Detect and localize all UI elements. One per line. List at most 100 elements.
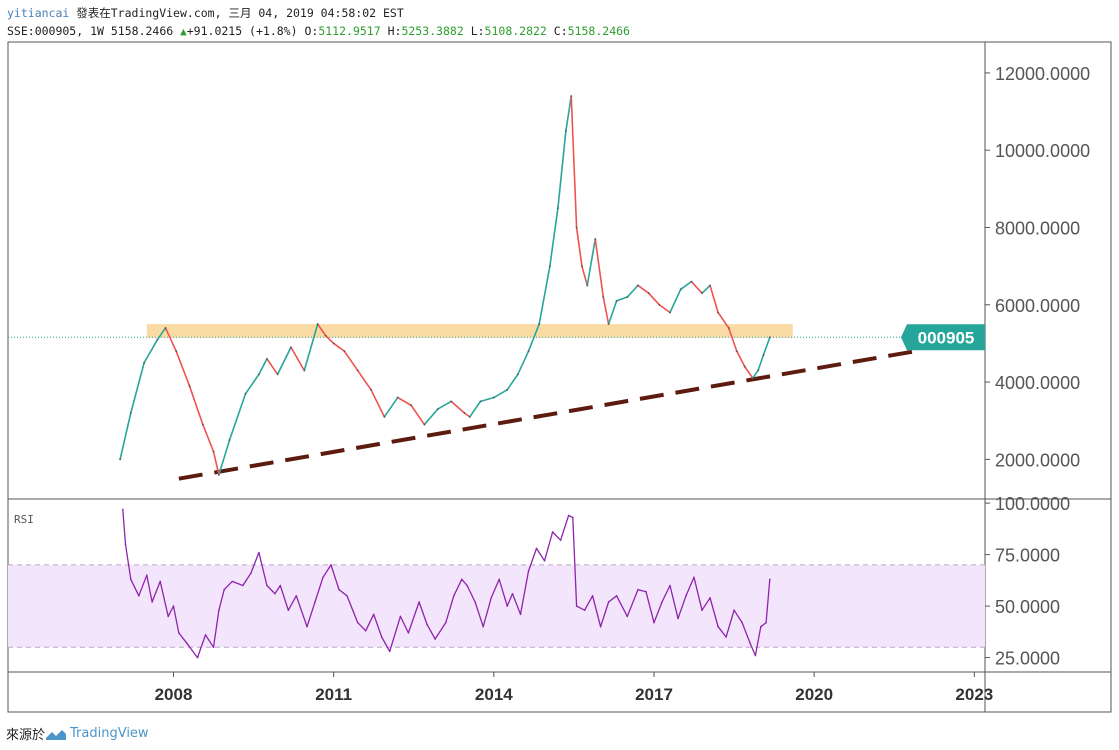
symbol-label: SSE:000905, 1W [7, 24, 104, 38]
price-segment [188, 385, 204, 426]
ohlc-legend: SSE:000905, 1W 5158.2466 ▲+91.0215 (+1.8… [7, 24, 630, 38]
symbol-badge: 000905 [901, 324, 985, 351]
price-point [637, 284, 639, 287]
price-point [516, 373, 519, 376]
price-tick-label: 8000.0000 [995, 218, 1080, 238]
price-segment [436, 400, 452, 410]
price-segment [626, 284, 639, 298]
rsi-point [482, 625, 484, 628]
rsi-point [124, 543, 127, 546]
price-segment [527, 323, 541, 352]
price-pane[interactable]: 000905 [8, 95, 985, 481]
rsi-point [295, 594, 298, 597]
rsi-point [506, 605, 508, 607]
rsi-band [8, 564, 985, 648]
price-point [119, 458, 122, 461]
price-segment [581, 265, 589, 287]
price-point [669, 311, 671, 314]
price-segment [493, 388, 508, 399]
price-point [164, 327, 167, 329]
price-segment [517, 350, 530, 376]
rsi-point [426, 623, 428, 626]
price-point [201, 423, 204, 426]
price-point [727, 327, 730, 329]
rsi-title: RSI [14, 513, 34, 526]
price-point [768, 336, 771, 339]
rsi-point [231, 580, 234, 583]
rsi-point [717, 625, 719, 628]
price-tick-label: 10000.0000 [995, 141, 1090, 161]
rsi-pane[interactable]: RSI [8, 508, 985, 659]
rsi-point [250, 572, 252, 574]
rsi-point [322, 576, 324, 579]
rsi-point [725, 636, 727, 638]
rsi-point [511, 592, 514, 595]
price-segment [658, 303, 671, 314]
rsi-point [146, 574, 148, 577]
price-point [492, 396, 495, 399]
price-segment [735, 350, 746, 368]
rsi-point [599, 625, 602, 628]
price-point [175, 350, 178, 353]
rsi-point [204, 634, 207, 636]
rsi-point [769, 578, 771, 581]
rsi-point [274, 592, 276, 595]
rsi-point [759, 625, 762, 628]
rsi-point [490, 597, 492, 599]
price-segment [175, 350, 191, 387]
rsi-point [669, 584, 671, 587]
price-tick-label: 2000.0000 [995, 450, 1080, 470]
rsi-point [356, 621, 359, 624]
price-point [258, 373, 260, 376]
price-segment [356, 369, 372, 391]
price-segment [469, 400, 482, 418]
price-segment [303, 323, 319, 372]
price-segment [218, 439, 231, 476]
rsi-point [399, 615, 402, 618]
rsi-point [178, 632, 180, 634]
price-point [212, 450, 215, 453]
price-segment [717, 311, 730, 329]
price-point [570, 95, 573, 98]
price-point [717, 311, 719, 314]
resistance-zone [146, 324, 793, 338]
price-segment [757, 354, 765, 372]
open-value: 5112.9517 [318, 24, 381, 38]
price-point [565, 129, 567, 132]
price-segment [129, 361, 145, 414]
price-point [303, 369, 306, 372]
price-segment [410, 404, 426, 426]
rsi-point [741, 621, 743, 624]
price-point [690, 280, 693, 283]
price-segment [602, 296, 610, 325]
price-point [244, 392, 247, 395]
brand-name[interactable]: TradingView [70, 726, 149, 741]
rsi-point [460, 578, 463, 581]
close-value: 5158.2466 [567, 24, 630, 38]
open-label: O: [304, 24, 319, 38]
rsi-point [242, 584, 244, 587]
rsi-point [543, 559, 546, 562]
rsi-point [754, 654, 757, 657]
author-name[interactable]: yitiancai [7, 6, 70, 20]
rsi-point [661, 601, 663, 603]
rsi-point [172, 605, 175, 607]
low-value: 5108.2822 [484, 24, 547, 38]
price-point [356, 369, 359, 372]
rsi-point [330, 564, 332, 566]
price-segment [669, 288, 682, 314]
price-segment [202, 423, 215, 453]
price-point [743, 365, 746, 368]
price-segment [647, 292, 661, 306]
price-tick-label: 4000.0000 [995, 373, 1080, 393]
price-point [647, 292, 650, 295]
price-segment [570, 95, 578, 229]
rsi-point [559, 539, 562, 541]
rsi-point [186, 642, 188, 644]
rsi-point [637, 588, 639, 591]
rsi-point [287, 609, 290, 612]
price-segment [228, 392, 247, 441]
price-point [581, 265, 583, 268]
high-value: 5253.3882 [401, 24, 464, 38]
